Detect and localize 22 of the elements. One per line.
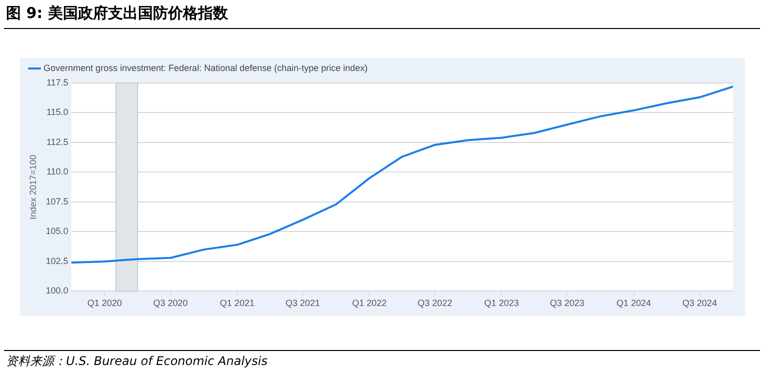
y-tick-label: 115.0 [46,107,68,118]
x-tick-label: Q3 2022 [418,298,452,308]
x-tick-label: Q3 2024 [682,298,717,308]
x-tick-label: Q3 2021 [285,298,320,308]
y-tick-label: 117.5 [46,77,68,88]
x-tick-label: Q1 2020 [87,298,122,308]
x-tick-label: Q3 2023 [550,298,584,308]
x-tick-label: Q1 2022 [352,298,387,308]
x-tick-label: Q1 2024 [616,298,652,308]
y-tick-label: 102.5 [46,256,68,266]
y-tick-label: 107.5 [46,196,68,206]
y-tick-label: 105.0 [46,226,68,236]
legend-label: Government gross investment: Federal: National defense (chain-type price index) [44,62,368,73]
text: 资料来源：U.S. Bureau of Economic Analysis [6,353,268,370]
y-axis-title: Index 2017=100 [28,154,38,220]
x-tick-label: Q3 2020 [153,298,188,308]
y-tick-label: 110.0 [46,166,68,177]
y-tick-label: 112.5 [46,136,68,147]
chart-title: 图 9: 美国政府支出国防价格指数 [6,4,228,23]
y-tick-label: 100.0 [46,286,68,296]
x-tick-label: Q1 2023 [484,298,519,308]
x-tick-label: Q1 2021 [220,298,254,308]
